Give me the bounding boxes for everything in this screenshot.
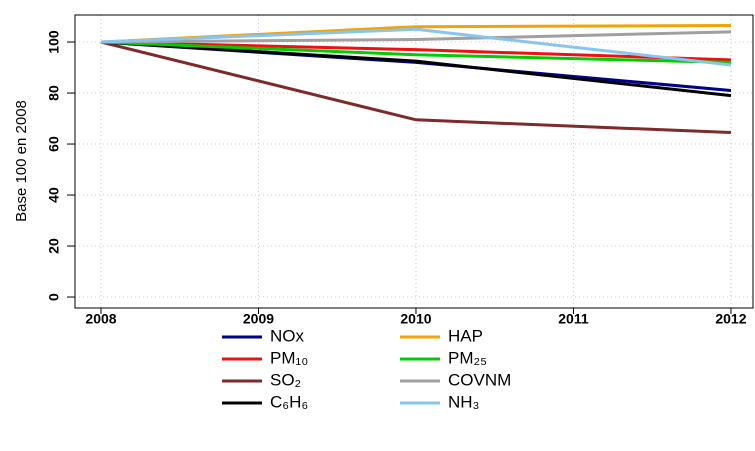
plot-frame <box>74 14 754 309</box>
legend-label: NH₃ <box>448 392 479 411</box>
series-line <box>100 40 732 98</box>
x-tick-label: 2009 <box>243 311 274 327</box>
legend-label: C₆H₆ <box>270 392 308 411</box>
series-line <box>100 40 732 135</box>
series-line <box>100 40 731 64</box>
legend-label: NOx <box>270 326 305 345</box>
legend-label: SO₂ <box>270 370 301 389</box>
legend-label: COVNM <box>448 370 511 389</box>
y-tick-label: 100 <box>46 30 62 54</box>
legend-label: PM₂₅ <box>448 348 487 367</box>
series-line <box>100 27 732 67</box>
y-axis-label: Base 100 en 2008 <box>13 100 30 222</box>
legend-label: HAP <box>448 326 483 345</box>
y-tick-label: 80 <box>46 85 62 101</box>
legend-label: PM₁₀ <box>270 348 308 367</box>
x-tick-label: 2008 <box>85 311 116 327</box>
y-tick-label: 0 <box>46 293 62 301</box>
x-tick-label: 2010 <box>400 311 431 327</box>
y-tick-label: 40 <box>46 187 62 203</box>
y-tick-label: 60 <box>46 136 62 152</box>
series-line <box>100 30 731 44</box>
series-line <box>100 40 731 62</box>
x-tick-label: 2012 <box>715 311 746 327</box>
x-tick-label: 2011 <box>558 311 589 327</box>
y-tick-label: 20 <box>46 238 62 254</box>
